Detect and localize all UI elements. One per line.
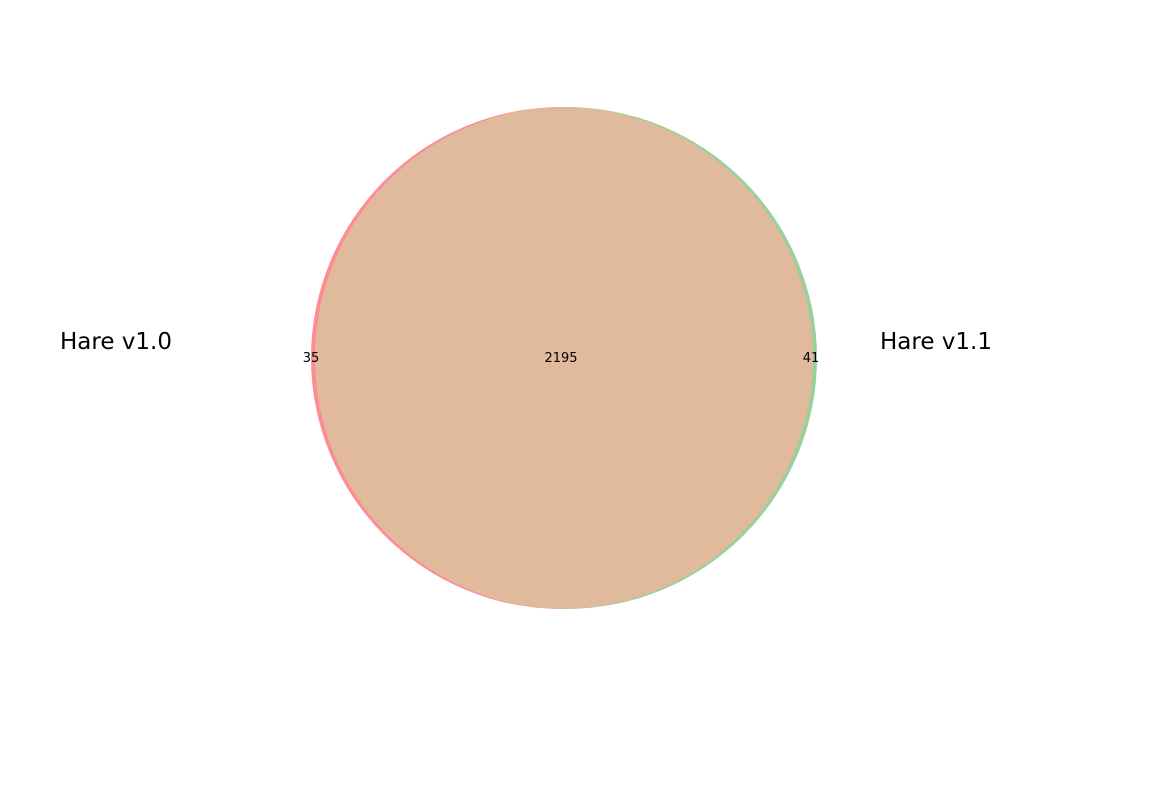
set-label-right: Hare v1.1 (880, 329, 992, 355)
set-label-left: Hare v1.0 (60, 329, 172, 355)
region-count-only-left: 35 (303, 351, 320, 366)
overlap-region (315, 107, 813, 609)
region-count-both: 2195 (544, 351, 577, 366)
region-count-only-right: 41 (803, 351, 820, 366)
